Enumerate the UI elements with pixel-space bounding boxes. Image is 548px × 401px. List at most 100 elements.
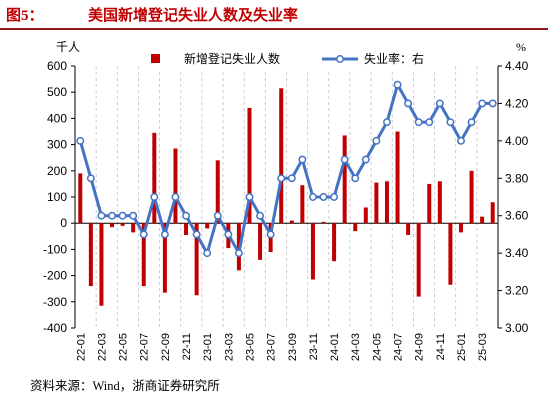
x-tick-label: 22-11: [181, 333, 193, 360]
unemployment-rate-point-5: [129, 211, 138, 220]
unemployment-rate-point-1: [86, 174, 95, 183]
left-axis-tick-label: 300: [47, 138, 67, 152]
right-axis-tick-label: 3.00: [505, 321, 529, 335]
bar-new-jobless-8: [162, 223, 167, 293]
unemployment-rate-point-3: [108, 211, 116, 220]
x-tick-labels: 22-01 22-03 22-05 22-07 22-09 22-11 23-01 23-03…: [75, 333, 489, 361]
bar-new-jobless-5: [131, 223, 136, 233]
bar-new-jobless-36: [458, 223, 463, 233]
unemployment-rate-point-15: [234, 249, 243, 258]
bar-new-jobless-21: [300, 185, 305, 224]
left-axis-tick-label: -400: [43, 321, 67, 335]
unemployment-rate-point-37: [467, 118, 476, 127]
legend: 新增登记失业人数 失业率：右: [142, 49, 442, 69]
unemployment-rate-point-31: [404, 99, 413, 108]
unemployment-rate-line: [78, 83, 493, 255]
x-tick-label: 24-11: [435, 333, 447, 360]
unemployment-rate-point-12: [203, 249, 212, 258]
bar-new-jobless-2: [99, 223, 104, 306]
unemployment-rate-point-7: [150, 193, 159, 201]
bar-new-jobless-24: [332, 223, 337, 262]
x-tick-label: 24-07: [393, 333, 405, 361]
x-tick-label: 23-11: [308, 333, 320, 360]
bar-new-jobless-23: [321, 221, 326, 224]
x-tick-label: 22-07: [139, 333, 151, 361]
right-axis-tick-label: 4.00: [505, 134, 529, 148]
x-tick-label: 23-09: [287, 333, 299, 361]
left-axis-tick-label: 0: [60, 216, 67, 230]
source-note: 资料来源：Wind，浙商证券研究所: [30, 378, 220, 393]
x-tick-label: 23-03: [223, 333, 235, 361]
unemployment-rate-point-20: [287, 174, 296, 183]
bar-new-jobless-20: [289, 220, 294, 224]
left-axis-tick-label: -100: [43, 242, 67, 256]
bar-new-jobless-26: [353, 223, 358, 232]
figure-label: 图5：: [6, 7, 44, 24]
right-axis-tick-label: 3.20: [505, 284, 529, 298]
bar-new-jobless-29: [384, 181, 389, 224]
x-tick-label: 22-05: [118, 333, 130, 361]
unemployment-rate-point-22: [308, 193, 317, 201]
bar-new-jobless-6: [141, 223, 146, 287]
chart-title: 美国新增登记失业人数及失业率: [88, 6, 298, 24]
unemployment-rate-point-2: [97, 211, 106, 220]
unemployment-rate-point-34: [435, 99, 444, 108]
legend-background: [142, 49, 442, 69]
bar-new-jobless-34: [437, 181, 442, 224]
bar-new-jobless-35: [448, 223, 453, 285]
legend-bar-label: 新增登记失业人数: [184, 51, 280, 66]
bar-new-jobless-10: [184, 223, 189, 235]
unemployment-rate-point-24: [330, 193, 339, 201]
unemployment-rate-point-26: [351, 174, 360, 183]
unemployment-rate-point-6: [139, 230, 148, 239]
bar-new-jobless-1: [88, 223, 93, 287]
bar-new-jobless-39: [490, 202, 495, 224]
bar-new-jobless-28: [374, 182, 379, 224]
x-tick-label: 24-01: [329, 333, 341, 361]
left-axis-tick-label: 500: [47, 85, 67, 99]
left-axis-tick-label: 600: [47, 59, 67, 73]
x-tick-label: 24-09: [414, 333, 426, 361]
bar-new-jobless-19: [279, 88, 284, 224]
left-axis-tick-label: 400: [47, 111, 67, 125]
unemployment-rate-point-36: [457, 136, 465, 145]
right-axis-tick-label: 4.40: [505, 59, 529, 73]
bar-new-jobless-37: [469, 170, 474, 224]
unemployment-rate-point-35: [446, 118, 455, 127]
unemployment-rate-point-23: [319, 193, 328, 201]
unemployment-rate-point-8: [160, 230, 169, 239]
left-axis-tick-label: -200: [43, 269, 67, 283]
x-tick-label: 23-07: [266, 333, 278, 361]
unemployment-rate-point-14: [224, 230, 233, 239]
bar-new-jobless-30: [395, 131, 400, 224]
bar-new-jobless-13: [215, 160, 220, 224]
unemployment-rate-point-17: [256, 211, 265, 220]
gridlines: [95, 66, 478, 328]
x-tick-label: 25-01: [456, 333, 468, 361]
unemployment-rate-point-30: [393, 80, 402, 89]
left-axis-unit: 千人: [56, 40, 80, 54]
legend-line-marker: [336, 55, 344, 63]
unemployment-rate-point-27: [361, 155, 370, 164]
x-tick-label: 24-03: [350, 333, 362, 361]
x-tick-label: 22-01: [75, 333, 87, 361]
unemployment-rate-point-18: [266, 230, 275, 239]
unemployment-rate-point-16: [245, 193, 254, 201]
unemployment-rate-point-33: [425, 118, 434, 127]
x-tick-label: 22-09: [160, 333, 172, 361]
x-tick-label: 25-03: [477, 333, 489, 361]
bar-new-jobless-17: [258, 223, 263, 260]
bar-new-jobless-31: [406, 223, 411, 235]
bar-new-jobless-12: [205, 223, 210, 229]
legend-bar-swatch: [151, 54, 160, 63]
bar-new-jobless-16: [247, 107, 252, 224]
unemployment-rate-point-4: [118, 211, 127, 220]
left-axis-tick-label: 100: [47, 190, 67, 204]
right-axis-tick-label: 4.20: [505, 96, 529, 110]
bar-new-jobless-25: [342, 135, 347, 224]
bar-new-jobless-9: [173, 148, 178, 224]
unemployment-rate-point-21: [298, 155, 307, 164]
unemployment-rate-point-29: [383, 118, 391, 127]
right-axis-tick-label: 3.60: [505, 209, 529, 223]
unemployment-rate-point-28: [372, 136, 381, 145]
